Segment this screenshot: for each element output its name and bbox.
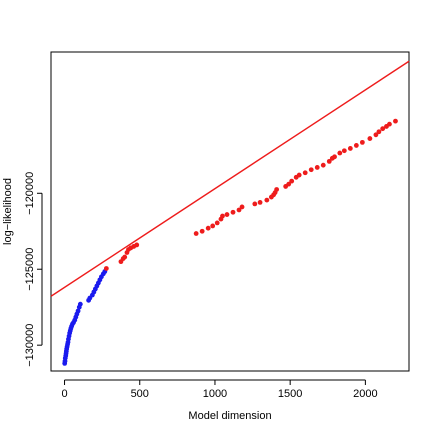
plot-frame bbox=[50, 51, 410, 372]
red-data-point bbox=[347, 146, 353, 151]
x-tick-label: 1500 bbox=[278, 388, 302, 400]
red-data-point bbox=[236, 207, 242, 213]
red-data-point bbox=[193, 231, 199, 236]
y-tick-label: −130000 bbox=[24, 324, 36, 367]
red-data-point bbox=[341, 148, 347, 154]
x-tick-label: 2000 bbox=[353, 388, 377, 400]
red-data-point bbox=[286, 181, 292, 187]
red-data-point bbox=[320, 162, 326, 168]
red-data-point bbox=[220, 213, 225, 219]
red-data-point bbox=[257, 199, 263, 205]
red-data-point bbox=[264, 197, 270, 203]
red-data-point bbox=[393, 118, 398, 124]
data-points bbox=[62, 118, 398, 366]
red-data-point bbox=[252, 201, 258, 207]
red-data-point bbox=[199, 228, 205, 234]
fit-line-group bbox=[50, 60, 410, 297]
y-axis-title: log−likelihood bbox=[2, 178, 14, 245]
x-tick-label: 500 bbox=[131, 388, 149, 400]
fit-line bbox=[50, 60, 410, 297]
red-data-point bbox=[353, 143, 359, 148]
blue-data-point bbox=[75, 308, 81, 314]
red-data-point bbox=[134, 242, 140, 248]
x-axis: 0 500 1000 1500 2000 bbox=[61, 379, 378, 400]
blue-data-point bbox=[77, 301, 83, 307]
red-data-point bbox=[296, 172, 302, 178]
red-data-point bbox=[210, 223, 216, 229]
red-data-point bbox=[230, 209, 236, 215]
x-tick-label: 1000 bbox=[203, 388, 227, 400]
red-data-point bbox=[387, 121, 392, 127]
x-tick-label: 0 bbox=[61, 388, 67, 400]
red-data-point bbox=[376, 129, 382, 135]
red-data-point bbox=[224, 212, 230, 217]
red-data-point bbox=[214, 220, 220, 226]
red-data-point bbox=[122, 254, 128, 260]
red-data-point bbox=[380, 126, 386, 132]
y-tick-label: −125000 bbox=[24, 248, 36, 291]
y-tick-label: −120000 bbox=[24, 172, 36, 215]
red-data-point bbox=[103, 266, 109, 271]
red-data-point bbox=[239, 204, 245, 210]
red-data-point bbox=[314, 165, 320, 170]
y-axis: −130000 −125000 −120000 bbox=[24, 172, 43, 367]
red-data-point bbox=[337, 150, 343, 156]
x-axis-title: Model dimension bbox=[188, 410, 271, 422]
red-data-point bbox=[367, 136, 373, 141]
red-data-point bbox=[326, 158, 332, 164]
red-data-point bbox=[302, 170, 308, 176]
red-data-point bbox=[205, 225, 211, 231]
red-data-point bbox=[289, 178, 295, 184]
red-data-point bbox=[308, 167, 314, 173]
red-data-point bbox=[332, 154, 337, 160]
red-data-point bbox=[359, 139, 365, 145]
red-data-point bbox=[373, 132, 379, 138]
red-data-point bbox=[274, 187, 280, 192]
